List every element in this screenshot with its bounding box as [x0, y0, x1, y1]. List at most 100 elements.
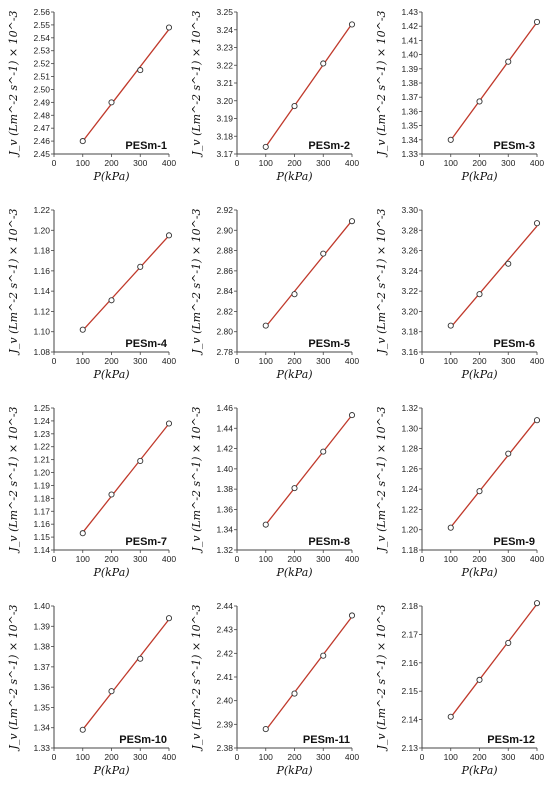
- y-tick-label: 1.38: [401, 78, 418, 88]
- y-axis-title: J_v (Lm^-2 s^-1) × 10^-3: [190, 406, 203, 553]
- y-tick-label: 2.42: [216, 648, 233, 658]
- y-axis-title: J_v (Lm^-2 s^-1) × 10^-3: [190, 10, 203, 157]
- y-tick-label: 2.56: [33, 7, 50, 17]
- y-tick-label: 1.20: [33, 468, 50, 478]
- y-tick-label: 1.33: [33, 743, 50, 753]
- x-tick-label: 200: [104, 356, 118, 366]
- y-tick-label: 2.44: [216, 601, 233, 611]
- x-tick-label: 100: [259, 554, 273, 564]
- x-tick-label: 200: [287, 158, 301, 168]
- data-point: [505, 260, 512, 267]
- x-tick-label: 100: [259, 356, 273, 366]
- y-axis-title: J_v (Lm^-2 s^-1) × 10^-3: [190, 604, 203, 751]
- y-tick-label: 1.22: [401, 504, 418, 514]
- x-tick-label: 100: [76, 752, 90, 762]
- x-tick-label: 400: [162, 158, 176, 168]
- x-tick-label: 400: [345, 356, 359, 366]
- x-tick-label: 400: [162, 752, 176, 762]
- y-tick-label: 3.28: [401, 225, 418, 235]
- x-tick-label: 200: [472, 554, 486, 564]
- y-tick-label: 3.25: [216, 7, 233, 17]
- panel-label: PESm-1: [125, 140, 167, 152]
- x-tick-label: 400: [530, 158, 544, 168]
- y-tick-label: 2.47: [33, 123, 50, 133]
- x-tick-label: 400: [530, 554, 544, 564]
- x-tick-label: 200: [104, 752, 118, 762]
- x-tick-label: 0: [420, 356, 425, 366]
- x-tick-label: 0: [52, 356, 57, 366]
- y-tick-label: 1.39: [401, 64, 418, 74]
- y-tick-label: 3.21: [216, 78, 233, 88]
- y-tick-label: 1.20: [401, 525, 418, 535]
- y-tick-label: 2.54: [33, 33, 50, 43]
- x-tick-label: 100: [259, 752, 273, 762]
- data-point: [137, 457, 144, 464]
- panel-label: PESm-6: [493, 338, 535, 350]
- y-tick-label: 1.19: [33, 480, 50, 490]
- trend-line: [82, 423, 170, 533]
- y-tick-label: 2.86: [216, 266, 233, 276]
- x-tick-label: 400: [530, 752, 544, 762]
- y-axis-title: J_v (Lm^-2 s^-1) × 10^-3: [375, 208, 388, 355]
- y-tick-label: 1.40: [401, 50, 418, 60]
- data-point: [447, 136, 454, 143]
- data-point: [447, 322, 454, 329]
- y-tick-label: 2.82: [216, 306, 233, 316]
- x-tick-label: 0: [235, 356, 240, 366]
- y-axis-title: J_v (Lm^-2 s^-1) × 10^-3: [7, 208, 20, 355]
- data-point: [348, 218, 356, 225]
- y-tick-label: 1.24: [33, 416, 50, 426]
- trend-line: [265, 220, 353, 328]
- y-axis-title: J_v (Lm^-2 s^-1) × 10^-3: [7, 406, 20, 553]
- y-tick-label: 1.15: [33, 532, 50, 542]
- y-tick-label: 1.20: [33, 225, 50, 235]
- y-tick-label: 1.28: [401, 444, 418, 454]
- x-tick-label: 200: [472, 356, 486, 366]
- data-point: [320, 448, 327, 455]
- panel-pesm-10: 1.33 1.34 1.35 1.36 1.37 1.38 1.39 1.40 0 100 200 3…: [7, 601, 176, 777]
- trend-line: [265, 616, 353, 731]
- x-tick-label: 100: [444, 356, 458, 366]
- x-axis-title: P(kPa): [460, 368, 497, 381]
- y-tick-label: 2.51: [33, 72, 50, 82]
- y-tick-label: 2.43: [216, 625, 233, 635]
- data-point: [79, 326, 86, 333]
- x-tick-label: 300: [501, 554, 515, 564]
- y-tick-label: 1.46: [216, 403, 233, 413]
- y-axis-title: J_v (Lm^-2 s^-1) × 10^-3: [375, 406, 388, 553]
- y-tick-label: 2.16: [401, 658, 418, 668]
- y-tick-label: 2.78: [216, 347, 233, 357]
- panel-pesm-2: 3.17 3.18 3.19 3.20 3.21 3.22 3.23 3.24 3.25 0 100…: [190, 7, 359, 183]
- x-tick-label: 300: [316, 554, 330, 564]
- data-point: [476, 488, 483, 495]
- x-tick-label: 300: [501, 158, 515, 168]
- data-point: [320, 652, 327, 659]
- y-tick-label: 2.90: [216, 225, 233, 235]
- y-tick-label: 1.21: [33, 455, 50, 465]
- x-tick-label: 400: [345, 554, 359, 564]
- y-tick-label: 2.38: [216, 743, 233, 753]
- x-axis-title: P(kPa): [92, 566, 129, 579]
- y-tick-label: 3.20: [216, 96, 233, 106]
- x-tick-label: 200: [104, 158, 118, 168]
- x-axis-title: P(kPa): [92, 368, 129, 381]
- x-tick-label: 0: [52, 752, 57, 762]
- x-tick-label: 300: [501, 752, 515, 762]
- x-tick-label: 300: [133, 158, 147, 168]
- y-tick-label: 1.14: [33, 286, 50, 296]
- data-point: [291, 485, 298, 492]
- x-tick-label: 0: [235, 158, 240, 168]
- y-tick-label: 2.17: [401, 629, 418, 639]
- panel-pesm-8: 1.32 1.34 1.36 1.38 1.40 1.42 1.44 1.46 0 100 200 3…: [190, 403, 359, 579]
- y-axis-title: J_v (Lm^-2 s^-1) × 10^-3: [375, 10, 388, 157]
- y-tick-label: 3.22: [401, 286, 418, 296]
- panel-label: PESm-11: [303, 734, 350, 746]
- y-tick-label: 2.15: [401, 686, 418, 696]
- y-tick-label: 2.41: [216, 672, 233, 682]
- x-axis-title: P(kPa): [460, 170, 497, 183]
- data-point: [533, 220, 541, 227]
- y-tick-label: 1.36: [401, 106, 418, 116]
- y-tick-label: 1.39: [33, 621, 50, 631]
- panel-pesm-7: 1.14 1.15 1.16 1.17 1.18 1.19 1.20 1.21 1.22 1.23…: [7, 403, 176, 579]
